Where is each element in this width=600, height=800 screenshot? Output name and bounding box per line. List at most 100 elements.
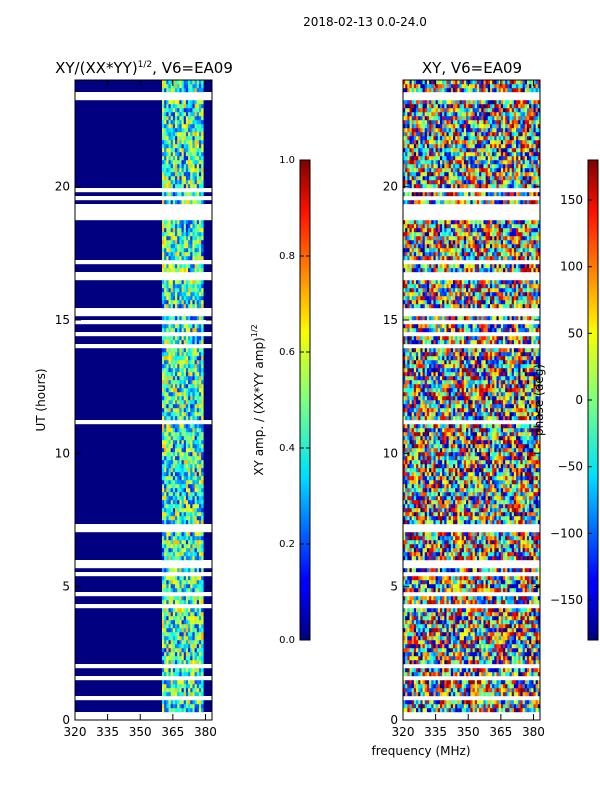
phase-cell [516, 644, 519, 649]
phase-cell [511, 616, 515, 621]
phase-cell [429, 708, 432, 713]
amplitude-cell [194, 232, 198, 237]
amplitude-cell [168, 168, 171, 173]
amplitude-cell [190, 460, 193, 465]
amplitude-cell [192, 708, 195, 713]
amplitude-cell [175, 252, 178, 257]
phase-cell [500, 584, 504, 589]
amplitude-cell [196, 104, 200, 109]
phase-cell [470, 700, 473, 705]
phase-cell [444, 580, 447, 585]
amplitude-cell [181, 544, 185, 549]
phase-cell [466, 608, 469, 613]
phase-cell [531, 540, 534, 545]
phase-cell [424, 668, 428, 673]
phase-cell [483, 652, 486, 657]
phase-cell [468, 660, 471, 665]
phase-cell [533, 588, 536, 593]
amplitude-cell [192, 124, 195, 129]
amplitude-cell [170, 328, 174, 333]
phase-cell [424, 708, 428, 713]
amplitude-cell [179, 328, 182, 333]
amplitude-cell [192, 656, 195, 661]
amplitude-cell [177, 232, 180, 237]
phase-cell [531, 632, 534, 637]
amplitude-cell [168, 436, 171, 441]
amplitude-cell [196, 360, 200, 365]
amplitude-cell [175, 464, 178, 469]
phase-cell [533, 660, 536, 665]
phase-cell [494, 632, 497, 637]
amplitude-cell [161, 448, 165, 453]
amplitude-cell [177, 108, 180, 113]
phase-cell [507, 708, 510, 713]
amplitude-cell [185, 192, 189, 197]
amplitude-cell [166, 472, 169, 477]
phase-cell [472, 656, 476, 661]
amplitude-cell [190, 140, 193, 145]
phase-cell [516, 692, 519, 697]
amplitude-cell [196, 568, 200, 573]
amplitude-cell [175, 444, 178, 449]
amplitude-cell [177, 84, 180, 89]
phase-cell [418, 632, 421, 637]
phase-cell [537, 692, 541, 697]
amplitude-cell [177, 408, 180, 413]
phase-cell [450, 684, 454, 689]
amplitude-cell [181, 232, 185, 237]
phase-cell [429, 700, 432, 705]
phase-cell [429, 632, 432, 637]
amplitude-cell [188, 532, 191, 537]
amplitude-cell [194, 452, 198, 457]
phase-cell [509, 672, 513, 677]
amplitude-cell [175, 148, 178, 153]
amplitude-cell [166, 360, 169, 365]
phase-cell [535, 596, 539, 601]
amplitude-cell [198, 636, 202, 641]
amplitude-cell [183, 644, 187, 649]
phase-cell [409, 556, 412, 561]
phase-cell [483, 644, 486, 649]
phase-cell [439, 544, 443, 549]
phase-cell [526, 680, 530, 685]
phase-cell [420, 624, 423, 629]
phase-cell [503, 624, 506, 629]
amplitude-cell [179, 516, 182, 521]
phase-cell [494, 540, 497, 545]
amplitude-cell [192, 192, 195, 197]
amplitude-cell [168, 108, 171, 113]
amplitude-cell [179, 652, 182, 657]
amplitude-cell [198, 288, 202, 293]
phase-cell [485, 548, 489, 553]
phase-cell [444, 680, 447, 685]
amplitude-cell [179, 488, 182, 493]
amplitude-colorbar-tick-label: 0.4 [279, 443, 295, 454]
phase-cell [424, 552, 428, 557]
amplitude-cell [172, 244, 176, 249]
phase-cell [433, 576, 436, 581]
phase-cell [485, 700, 489, 705]
phase-cell [537, 556, 541, 561]
phase-cell [453, 616, 456, 621]
phase-cell [518, 596, 521, 601]
phase-cell [437, 636, 441, 641]
phase-cell [524, 556, 528, 561]
amplitude-cell [164, 112, 167, 117]
phase-cell [416, 556, 419, 561]
amplitude-cell [166, 684, 169, 689]
amplitude-cell [181, 132, 185, 137]
phase-cell [468, 628, 471, 633]
amplitude-flagged-row [75, 276, 212, 281]
amplitude-cell [201, 148, 204, 153]
amplitude-cell [190, 532, 193, 537]
phase-cell [503, 672, 506, 677]
phase-cell [416, 548, 419, 553]
amplitude-cell [170, 316, 174, 321]
phase-cell [422, 576, 426, 581]
amplitude-cell [190, 484, 193, 489]
amplitude-cell [201, 684, 204, 689]
phase-cell [411, 688, 415, 693]
amplitude-cell [172, 124, 176, 129]
amplitude-cell [194, 348, 198, 353]
phase-cell [403, 620, 406, 625]
